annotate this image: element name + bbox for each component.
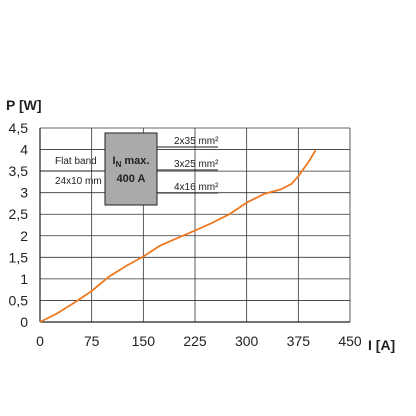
right-label-2: 3x25 mm²: [174, 159, 219, 170]
x-tick-label: 150: [132, 333, 156, 349]
chart-axes: [39, 128, 350, 323]
x-tick-label: 225: [183, 333, 207, 349]
left-label-line2: 24x10 mm: [55, 176, 102, 187]
y-tick-label: 1,5: [9, 249, 29, 265]
right-label-3: 4x16 mm²: [174, 182, 219, 193]
x-tick-label: 300: [235, 333, 259, 349]
right-label-1: 2x35 mm²: [174, 136, 219, 147]
y-tick-label: 4,5: [9, 120, 29, 136]
series-line: [39, 149, 317, 323]
x-tick-label: 0: [36, 333, 44, 349]
y-tick-label: 0: [20, 314, 28, 330]
rating-label-line2: 400 A: [117, 173, 146, 185]
y-tick-label: 3,5: [9, 163, 29, 179]
y-tick-label: 3: [20, 185, 28, 201]
y-axis-title: P [W]: [6, 97, 42, 113]
x-tick-label: 450: [338, 333, 362, 349]
annotation-group: Flat band 24x10 mm IN max. 400 A 2x35 mm…: [40, 132, 219, 206]
y-tick-label: 1: [20, 271, 28, 287]
x-tick-label: 75: [84, 333, 100, 349]
y-tick-label: 0,5: [9, 292, 29, 308]
series-group: [39, 149, 317, 323]
rating-box: [104, 132, 158, 206]
y-tick-label: 4: [20, 142, 28, 158]
y-tick-label: 2: [20, 228, 28, 244]
tick-labels: 0 75 150 225 300 375 450 0 0,5 1 1,5 2 2,5 3 3,5 4 4,5: [9, 120, 362, 349]
x-axis-title: I [A]: [368, 337, 395, 353]
y-tick-label: 2,5: [9, 206, 29, 222]
rating-label-line1: IN max.: [113, 155, 150, 169]
x-tick-label: 375: [287, 333, 311, 349]
left-label-line1: Flat band: [55, 156, 97, 167]
